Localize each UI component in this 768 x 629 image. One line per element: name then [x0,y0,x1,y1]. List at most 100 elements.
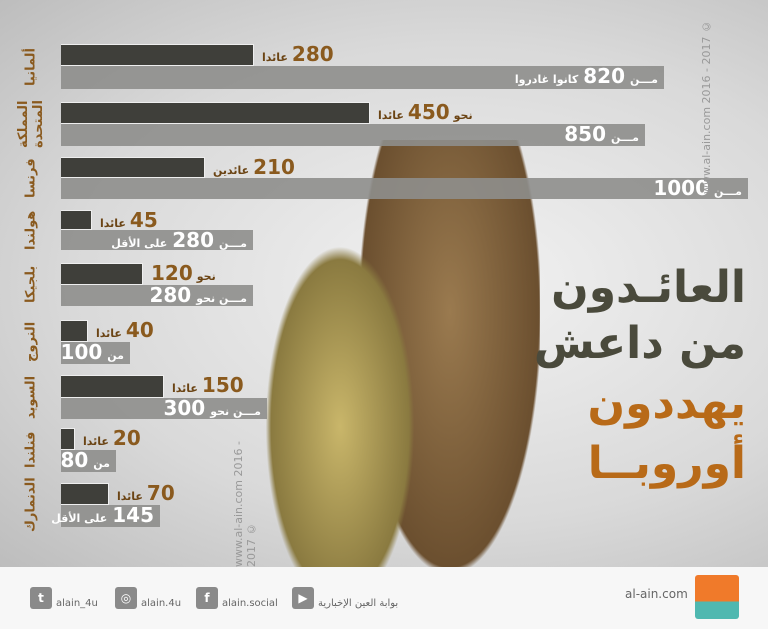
country-label: الدنمارك [23,477,39,533]
label-num: 80 [60,448,89,472]
site-link[interactable]: al-ain.com [625,587,688,601]
label-word: عائدا [378,109,404,122]
departed-label: مـــن 280 على الأقل [111,228,247,252]
departed-label: مـــن نحو 300 [163,396,261,420]
al-ain-logo [695,575,739,619]
country-label: النروج [23,321,39,363]
country-label: المملكة المتحدة [16,100,46,148]
returnees-bar [61,44,254,66]
departed-label: مـــن نحو 280 [149,283,247,307]
label-word: عائدا [262,51,288,64]
label-pre: مـــن نحو [210,405,261,418]
returnees-bar [61,483,109,505]
label-pre: مـــن [630,73,658,86]
label-num: 300 [163,396,206,420]
label-num: 40 [125,318,154,342]
police-officer-figure [265,245,415,567]
label-word: على الأقل [111,237,168,250]
departed-label: 145 على الأقل [51,503,154,527]
instagram-icon: ◎ [115,587,137,609]
departed-bar [61,178,748,199]
label-num: 20 [112,426,141,450]
label-pre: نحو [453,109,473,122]
label-word: عائدين [213,164,250,177]
label-num: 450 [407,100,450,124]
label-num: 145 [112,503,154,527]
country-label: فرنسا [23,158,39,198]
label-num: 820 [583,64,625,88]
twitter-link[interactable]: t alain_4u [30,587,98,609]
returnees-label: 40 عائدا [96,318,154,342]
title-line-2: من داعش [533,318,746,369]
departed-label: مـــن 1000 [653,176,742,200]
label-pre: مـــن [219,237,247,250]
label-pre: نحو [196,270,216,283]
title-line-1: العائـدون [551,262,746,313]
departed-bar [61,66,664,89]
label-pre: من [93,457,110,470]
youtube-link[interactable]: ▶ بوابة العين الإخبارية [292,587,398,609]
label-word: عائدا [172,382,198,395]
label-pre: من [107,349,124,362]
returnees-label: 20 عائدا [83,426,141,450]
departed-label: من 80 [60,448,110,472]
label-num: 100 [60,340,103,364]
departed-bar [61,450,116,472]
departed-bar [61,230,253,250]
label-pre: مـــن [611,131,639,144]
footer: t alain_4u ◎ alain.4u f alain.social ▶ بوابة… [0,567,768,629]
returnees-label: 70 عائدا [117,481,175,505]
country-label: ألمانيا [23,47,39,86]
label-pre: مـــن [714,185,742,198]
returnees-label: 150 عائدا [172,373,244,397]
facebook-link[interactable]: f alain.social [196,587,278,609]
title-line-3: يهددون [587,378,746,429]
departed-label: من 100 [61,340,124,364]
label-word: على الأقل [51,512,108,525]
departed-bar [61,505,160,527]
departed-label: مـــن 850 [564,122,639,146]
returnees-bar [61,428,75,450]
returnees-bar [61,375,164,398]
label-num: 1000 [653,176,709,200]
label-word: عائدا [83,435,109,448]
label-word: كانوا غادروا [514,73,579,86]
label-pre: مـــن نحو [196,292,247,305]
infographic: ألمانيا 280 عائدا مـــن 820 كانوا غادروا الممل… [0,0,768,567]
departed-bar [61,398,267,419]
label-num: 280 [149,283,192,307]
facebook-icon: f [196,587,218,609]
label-word: عائدا [117,490,143,503]
returnees-bar [61,320,88,342]
departed-label: مـــن 820 كانوا غادروا [515,64,658,88]
watermark-bottom: www.al-ain.com 2016 - 2017 © [232,441,258,567]
returnees-label: 280 عائدا [262,42,334,66]
departed-bar [61,124,645,146]
label-num: 150 [201,373,244,397]
title-line-4: أوروبــا [587,438,746,489]
instagram-link[interactable]: ◎ alain.4u [115,587,181,609]
label-word: عائدا [100,217,126,230]
returnees-bar [61,102,370,124]
returnees-label: 45 عائدا [100,208,158,232]
returnees-label: نحو 120 [151,261,216,285]
label-num: 210 [253,155,295,179]
label-num: 850 [564,122,606,146]
returnees-bar [61,263,143,285]
twitter-icon: t [30,587,52,609]
returnees-label: 210 عائدين [213,155,295,179]
country-label: فنلندا [23,431,39,469]
returnees-label: نحو 450 عائدا [378,100,473,124]
returnees-bar [61,157,205,178]
label-word: عائدا [96,327,122,340]
departed-bar [61,285,253,306]
watermark-top: www.al-ain.com 2016 - 2017 © [700,20,713,194]
departed-bar [61,342,130,364]
country-label: بلجيكا [23,265,39,304]
label-num: 280 [172,228,214,252]
country-label: السويد [23,375,39,419]
label-num: 120 [151,261,193,285]
label-num: 45 [129,208,158,232]
returnees-bar [61,210,92,230]
country-label: هولندا [23,210,39,250]
